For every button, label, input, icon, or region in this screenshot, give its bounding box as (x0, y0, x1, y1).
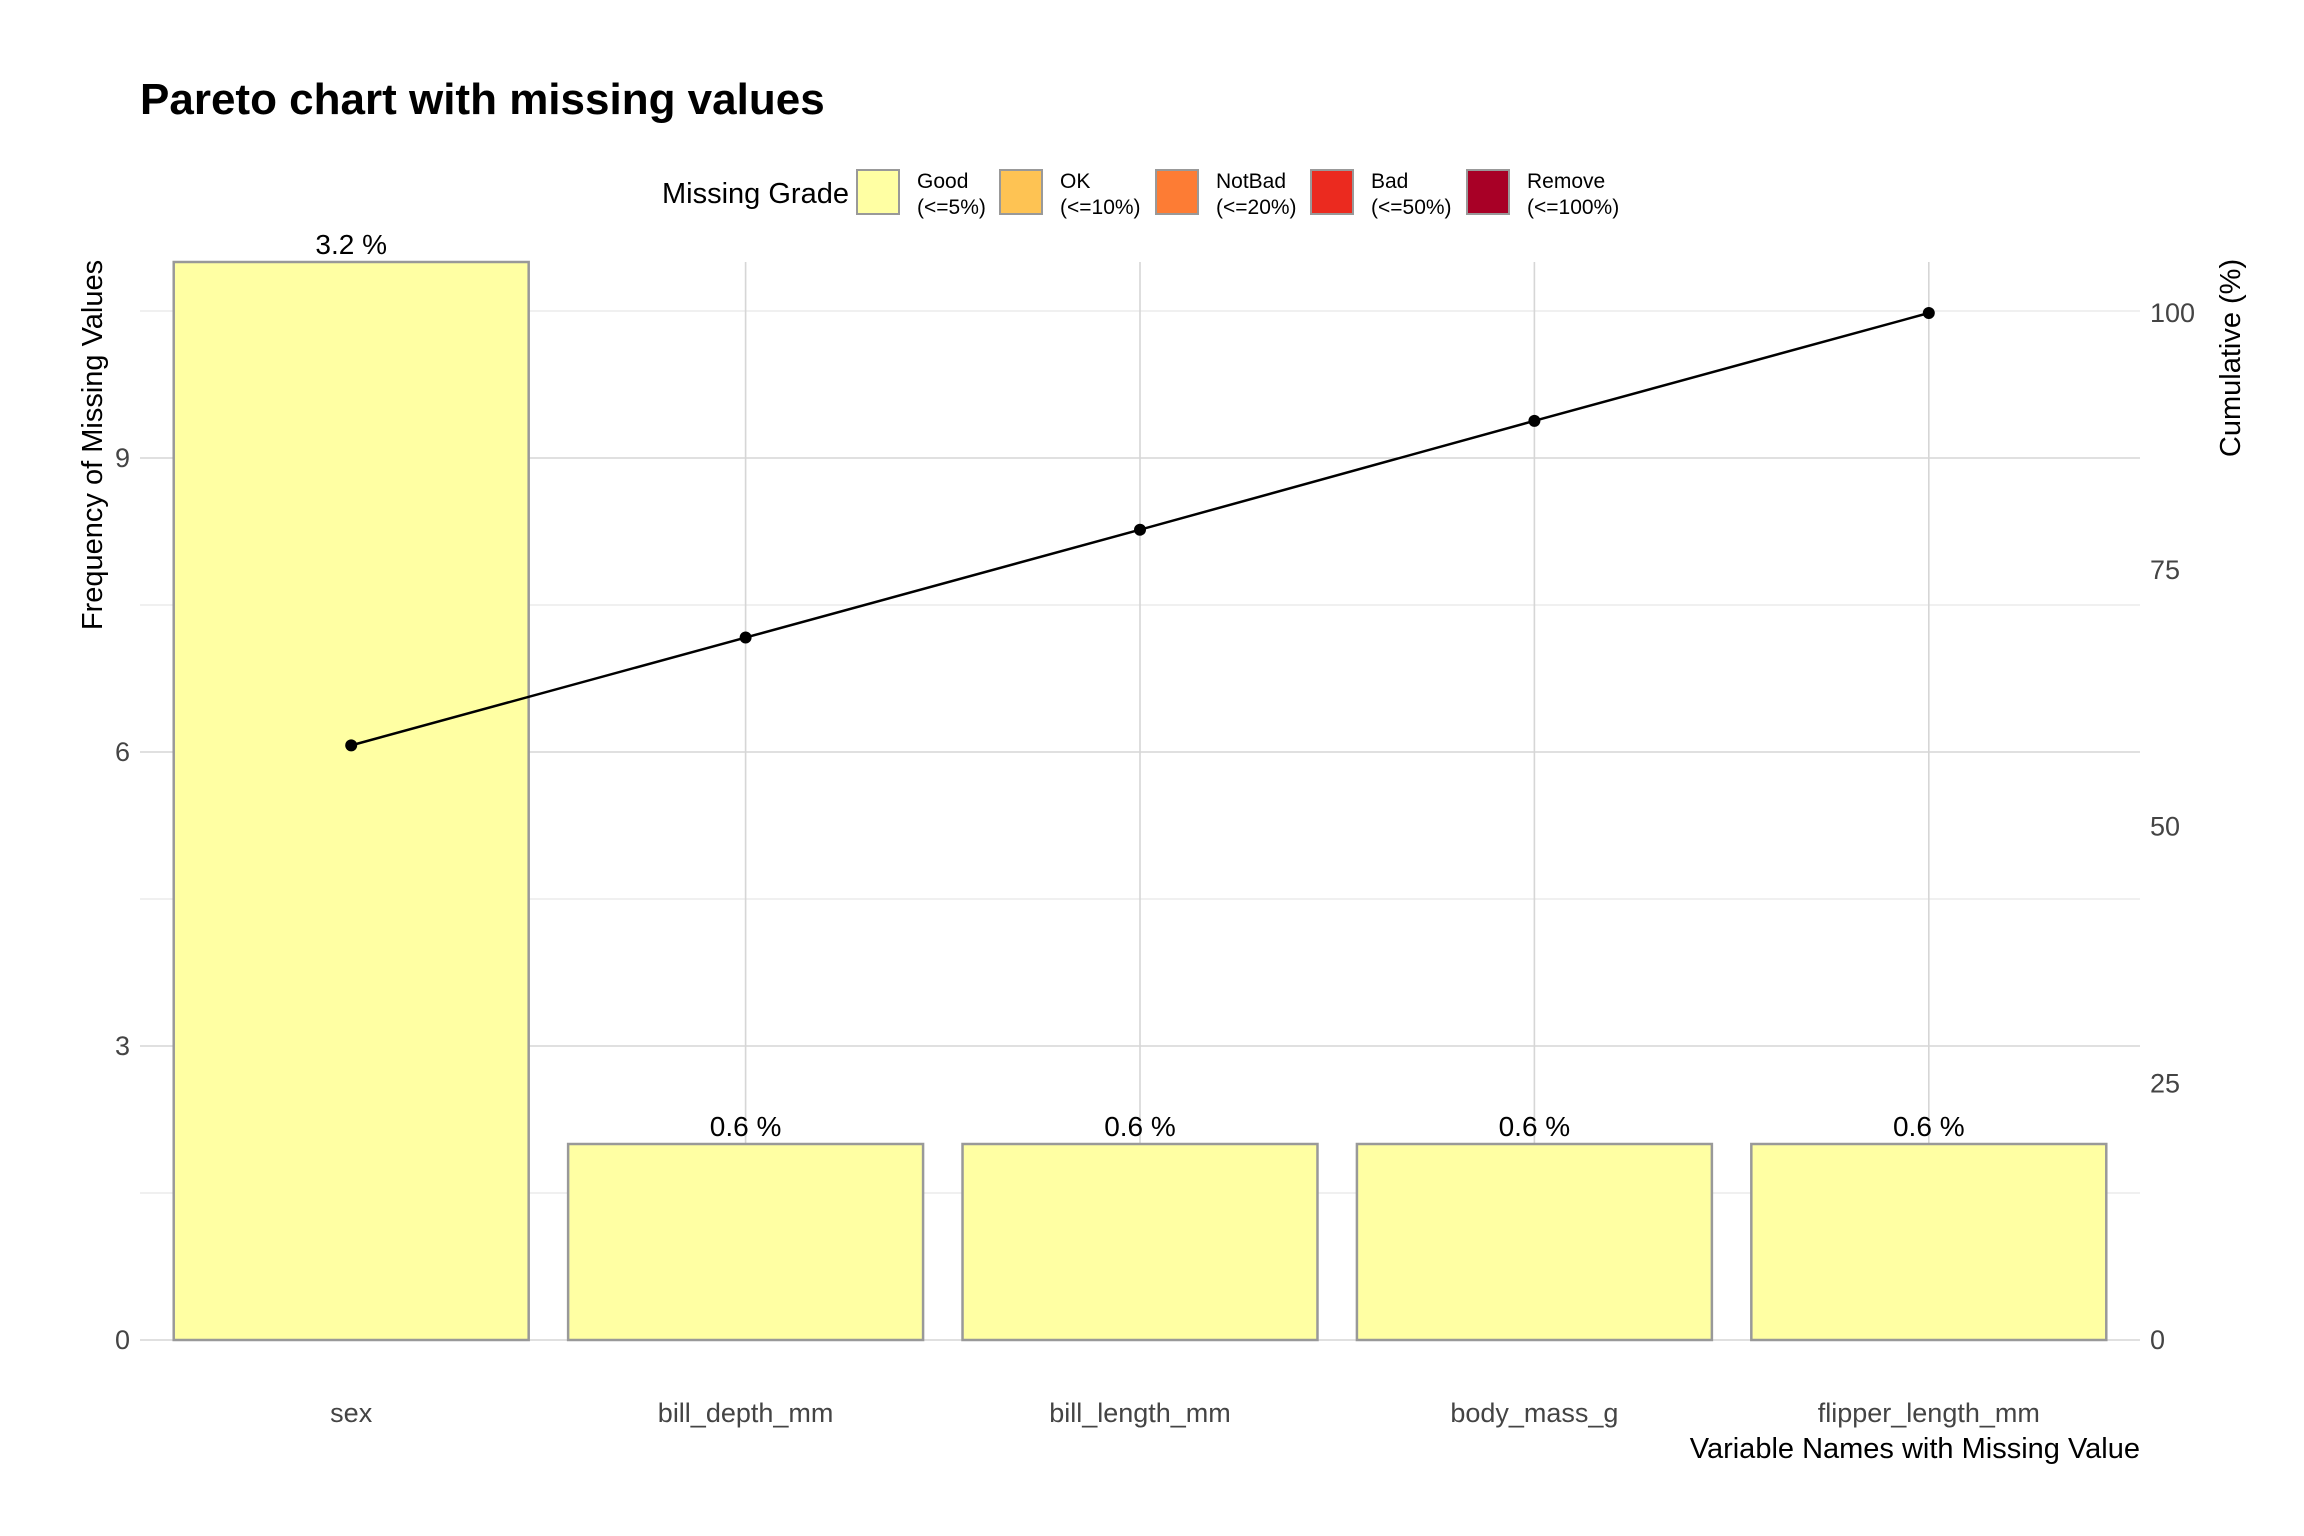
legend-range: (<=5%) (917, 196, 986, 219)
legend-label: Good (917, 170, 968, 193)
y2-tick-label: 0 (2150, 1325, 2165, 1355)
x-tick-label: flipper_length_mm (1818, 1398, 2040, 1428)
y-tick-label: 0 (115, 1325, 130, 1355)
bar (566, 1142, 925, 1342)
y-axis-ticks: 0 3 6 9 (115, 443, 130, 1355)
y2-axis-ticks: 0 25 50 75 100 (2150, 298, 2195, 1355)
bar-label: 3.2 % (315, 229, 387, 260)
y2-axis-title: Cumulative (%) (2215, 259, 2247, 457)
legend: Missing Grade Good (<=5%) OK (<=10%) NotBad (… (662, 169, 1619, 219)
bar-label: 0.6 % (1499, 1111, 1571, 1142)
legend-range: (<=50%) (1371, 196, 1452, 219)
cumulative-line (345, 307, 1935, 752)
y2-tick-label: 75 (2150, 555, 2180, 585)
y2-tick-label: 25 (2150, 1068, 2180, 1098)
bar-label: 0.6 % (1893, 1111, 1965, 1142)
x-tick-label: bill_length_mm (1049, 1398, 1231, 1428)
y-tick-label: 9 (115, 443, 130, 473)
x-tick-label: bill_depth_mm (658, 1398, 834, 1428)
y2-tick-label: 50 (2150, 812, 2180, 842)
bar (1355, 1142, 1714, 1342)
y2-tick-label: 100 (2150, 298, 2195, 328)
cumulative-point (1922, 307, 1935, 319)
x-tick-label: sex (330, 1398, 373, 1428)
bar-label: 0.6 % (710, 1111, 782, 1142)
legend-label: OK (1060, 170, 1090, 193)
legend-swatch (1310, 169, 1354, 215)
y-tick-label: 3 (115, 1031, 130, 1061)
legend-swatch (856, 169, 900, 215)
legend-label: Remove (1527, 170, 1605, 193)
bar-labels: 3.2 % 0.6 % 0.6 % 0.6 % 0.6 % (315, 229, 1964, 1142)
bar (1750, 1142, 2108, 1342)
legend-swatch (1466, 169, 1510, 215)
legend-label: Bad (1371, 170, 1408, 193)
legend-title: Missing Grade (662, 178, 849, 210)
x-axis-ticks: sex bill_depth_mm bill_length_mm body_mass_… (330, 1398, 2040, 1428)
legend-label: NotBad (1216, 170, 1286, 193)
legend-range: (<=100%) (1527, 196, 1619, 219)
legend-swatch (999, 169, 1043, 215)
bars (172, 260, 2108, 1342)
cumulative-point (739, 631, 752, 644)
bar (172, 260, 530, 1342)
legend-range: (<=10%) (1060, 196, 1141, 219)
cumulative-point (1528, 414, 1541, 427)
cumulative-point (1134, 523, 1146, 536)
x-tick-label: body_mass_g (1450, 1398, 1618, 1428)
y-tick-label: 6 (115, 737, 130, 767)
y-axis-title: Frequency of Missing Values (77, 260, 109, 630)
legend-swatch (1155, 169, 1199, 215)
bar (961, 1142, 1319, 1342)
x-axis-title: Variable Names with Missing Value (1690, 1433, 2140, 1465)
cumulative-point (345, 739, 358, 752)
bar-label: 0.6 % (1104, 1111, 1176, 1142)
chart-title: Pareto chart with missing values (140, 75, 825, 124)
legend-range: (<=20%) (1216, 196, 1297, 219)
